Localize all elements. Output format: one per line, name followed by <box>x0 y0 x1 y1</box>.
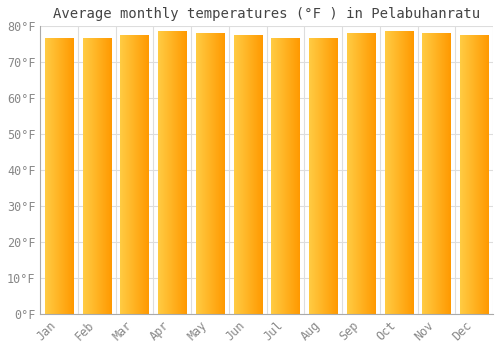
Title: Average monthly temperatures (°F ) in Pelabuhanratu: Average monthly temperatures (°F ) in Pe… <box>53 7 480 21</box>
